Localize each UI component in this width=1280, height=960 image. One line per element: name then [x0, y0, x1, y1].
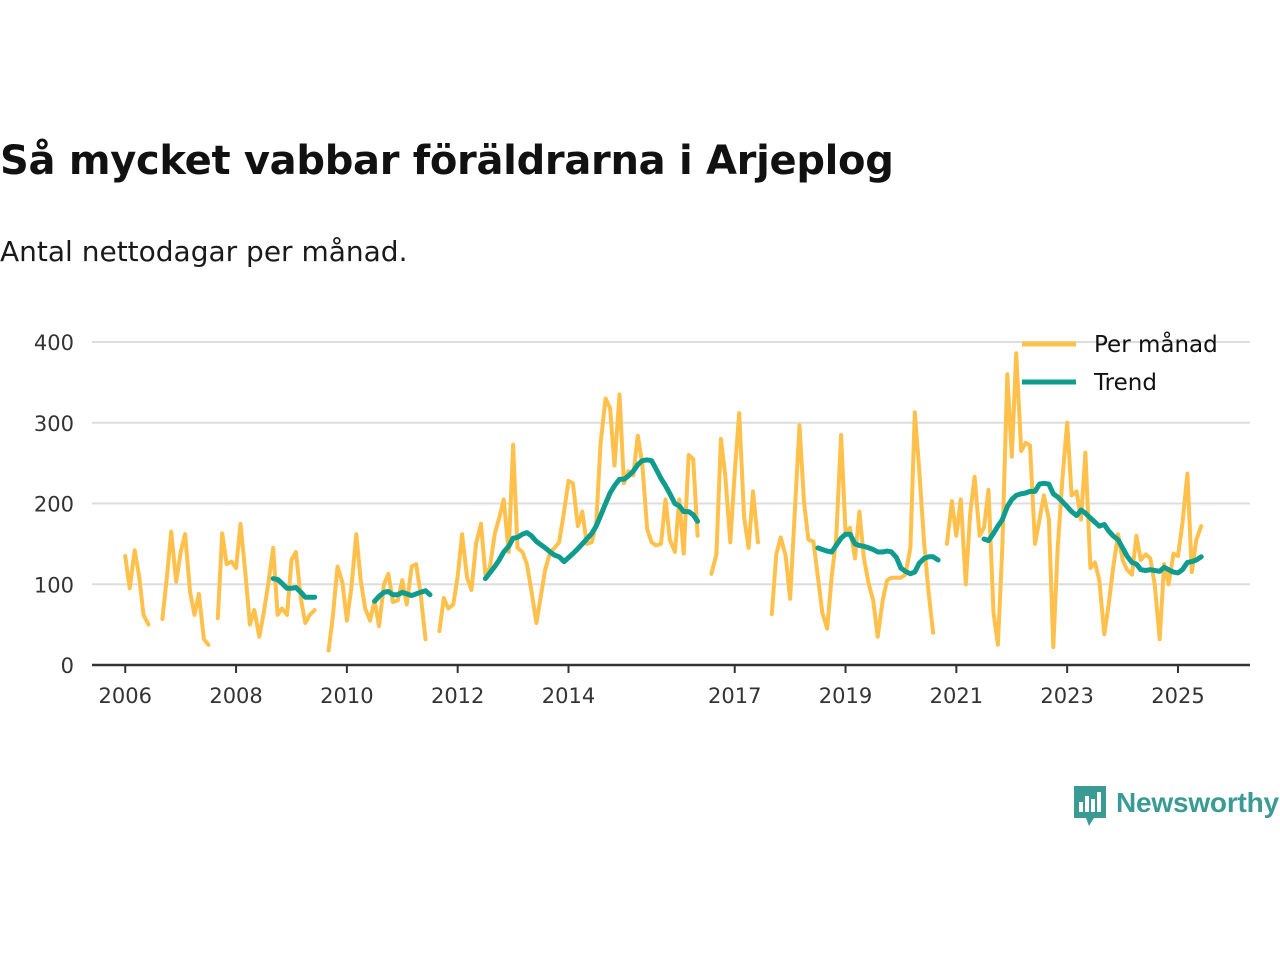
- legend-label-trend: Trend: [1093, 370, 1157, 396]
- x-tick-label-2019: 2019: [819, 684, 872, 708]
- series-per-manad-segment-4: [326, 532, 428, 653]
- chart-subtitle: Antal nettodagar per månad.: [0, 235, 408, 268]
- y-tick-label-100: 100: [34, 573, 74, 597]
- series-per-manad-segment-1: [123, 548, 151, 627]
- y-tick-label-300: 300: [34, 412, 74, 436]
- series-trend-segment-1: [270, 576, 318, 600]
- series-trend-segment-4: [815, 531, 941, 577]
- x-tick-label-2025: 2025: [1151, 684, 1204, 708]
- legend-label-per-manad: Per månad: [1094, 330, 1218, 358]
- axes: 0 100 200 300 400 2006 2008 2010 2012 2014 2017 201…: [34, 331, 1250, 708]
- x-tick-label-2012: 2012: [431, 684, 484, 708]
- y-tick-label-0: 0: [61, 654, 74, 678]
- series-trend-segment-3: [482, 457, 701, 582]
- series-per-manad-segment-8: [944, 351, 1204, 650]
- x-tick-label-2010: 2010: [320, 684, 373, 708]
- x-tick-label-2014: 2014: [542, 684, 595, 708]
- series-per-manad-segment-2: [160, 529, 211, 647]
- series-per-manad-segment-5: [437, 392, 700, 634]
- legend: Per månad Trend: [1022, 330, 1218, 396]
- x-tick-label-2008: 2008: [209, 684, 262, 708]
- series-trend-segment-5: [981, 480, 1204, 576]
- x-tick-label-2021: 2021: [930, 684, 983, 708]
- chart-title: Så mycket vabbar föräldrarna i Arjeplog: [0, 138, 894, 184]
- series-per-manad-segment-6: [709, 411, 760, 576]
- series-per-manad-segment-3: [215, 521, 317, 639]
- gridlines: [92, 341, 1250, 586]
- y-tick-label-200: 200: [34, 493, 74, 517]
- y-tick-label-400: 400: [34, 331, 74, 355]
- series-trend-segment-2: [372, 588, 433, 604]
- newsworthy-logo: Newsworthy: [1072, 784, 1279, 828]
- series-layer: [123, 351, 1204, 653]
- brand-name: Newsworthy: [1116, 787, 1279, 818]
- series-per-manad-segment-7: [769, 410, 936, 639]
- x-tick-label-2006: 2006: [99, 684, 152, 708]
- x-tick-label-2017: 2017: [708, 684, 761, 708]
- bar-chart-icon: [1074, 786, 1106, 826]
- x-tick-label-2023: 2023: [1040, 684, 1093, 708]
